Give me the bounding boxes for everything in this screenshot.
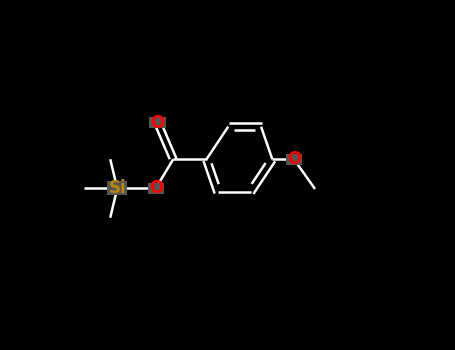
FancyBboxPatch shape bbox=[149, 117, 166, 128]
FancyBboxPatch shape bbox=[286, 154, 302, 165]
FancyBboxPatch shape bbox=[147, 183, 164, 194]
FancyBboxPatch shape bbox=[107, 181, 127, 195]
Text: Si: Si bbox=[108, 179, 126, 197]
Text: O: O bbox=[287, 150, 301, 168]
Text: O: O bbox=[150, 113, 165, 132]
Text: O: O bbox=[149, 179, 163, 197]
